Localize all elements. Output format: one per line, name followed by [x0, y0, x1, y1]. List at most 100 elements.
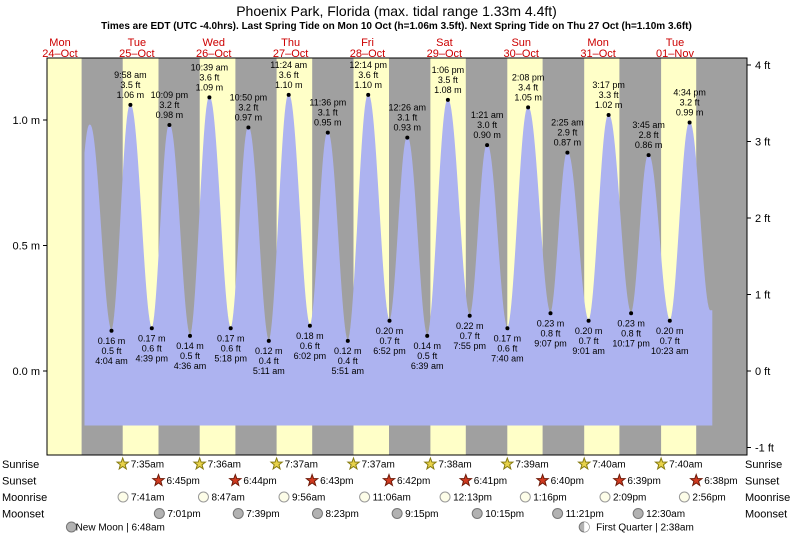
high-tide-label: 0.95 m — [314, 118, 342, 128]
low-tide-marker — [266, 338, 271, 343]
high-tide-label: 11:36 pm — [309, 98, 346, 108]
daylight-band — [47, 58, 82, 455]
page-title: Phoenix Park, Florida (max. tidal range … — [236, 3, 557, 19]
low-tide-label: 5:51 am — [332, 366, 365, 376]
moonrise-icon — [359, 491, 371, 503]
sunrise-time: 7:35am — [131, 460, 164, 471]
moonset-icon — [311, 508, 323, 519]
high-tide-label: 10:09 pm — [151, 90, 189, 100]
low-tide-label: 0.4 ft — [259, 356, 280, 366]
day-label-name: Mon — [49, 37, 70, 49]
low-tide-label: 5:18 pm — [214, 353, 247, 363]
moonset-time: 12:30am — [646, 509, 685, 520]
sunrise-time: 7:39am — [515, 460, 548, 471]
new-moon-icon — [65, 521, 77, 533]
low-tide-label: 0.17 m — [217, 333, 245, 343]
low-tide-label: 9:07 pm — [534, 338, 567, 348]
day-label-date: 26–Oct — [196, 48, 231, 60]
high-tide-label: 3.4 ft — [518, 82, 539, 92]
moonrise-time: 8:47am — [211, 493, 244, 504]
high-tide-label: 11:24 am — [270, 60, 307, 70]
day-label-date: 31–Oct — [580, 48, 615, 60]
low-tide-marker — [228, 326, 233, 331]
y-axis-label-ft: 3 ft — [755, 136, 770, 148]
low-tide-label: 0.20 m — [656, 326, 684, 336]
day-label-name: Sat — [436, 37, 453, 49]
moonrise-icon — [117, 491, 129, 503]
high-tide-marker — [325, 130, 330, 135]
astro-row-label-right-moonrise: Moonrise — [745, 492, 790, 504]
day-label-date: 29–Oct — [427, 48, 462, 60]
astro-row-label-left-sunset: Sunset — [2, 476, 36, 488]
day-label-date: 24–Oct — [42, 48, 77, 60]
high-tide-marker — [246, 125, 251, 130]
high-tide-label: 3.5 ft — [438, 75, 459, 85]
sunset-star-icon — [381, 473, 397, 487]
high-tide-label: 3.1 ft — [318, 108, 339, 118]
low-tide-marker — [505, 326, 510, 331]
astro-row-label-right-sunset: Sunset — [745, 476, 779, 488]
y-axis-label-ft: 2 ft — [755, 213, 770, 225]
low-tide-label: 4:04 am — [95, 356, 128, 366]
low-tide-marker — [667, 318, 672, 323]
high-tide-label: 12:14 pm — [349, 60, 387, 70]
high-tide-marker — [405, 135, 410, 140]
y-axis-label-ft: 4 ft — [755, 60, 770, 72]
astro-row-label-left-moonrise: Moonrise — [2, 492, 47, 504]
day-label-name: Mon — [587, 37, 608, 49]
low-tide-label: 6:02 pm — [294, 351, 327, 361]
high-tide-marker — [167, 123, 172, 127]
low-tide-label: 0.7 ft — [660, 336, 681, 346]
y-axis-label-m: 0.5 m — [12, 241, 40, 253]
moonrise-icon — [439, 491, 451, 503]
moonrise-icon — [197, 491, 209, 503]
high-tide-marker — [526, 105, 531, 110]
day-label-name: Wed — [203, 37, 225, 49]
low-tide-label: 0.5 ft — [180, 351, 201, 361]
high-tide-label: 2:08 pm — [512, 72, 545, 82]
low-tide-label: 0.14 m — [413, 341, 441, 351]
low-tide-label: 10:17 pm — [612, 338, 650, 348]
sunset-time: 6:45pm — [166, 476, 199, 487]
high-tide-label: 1:06 pm — [432, 65, 465, 75]
low-tide-marker — [307, 323, 312, 328]
high-tide-marker — [207, 95, 212, 100]
day-label-date: 30–Oct — [504, 48, 539, 60]
y-axis-label-ft: 1 ft — [755, 289, 770, 301]
low-tide-label: 0.6 ft — [497, 343, 518, 353]
sunrise-time: 7:38am — [438, 460, 471, 471]
high-tide-label: 3.5 ft — [120, 80, 141, 90]
sunset-star-icon — [458, 473, 473, 487]
sunrise-time: 7:40am — [669, 460, 702, 471]
y-axis-label-m: 1.0 m — [12, 115, 40, 127]
sunrise-star-icon — [115, 456, 130, 471]
low-tide-label: 0.6 ft — [142, 343, 163, 353]
sunset-star-icon — [305, 473, 320, 487]
high-tide-label: 3.6 ft — [279, 70, 300, 80]
high-tide-label: 1:21 am — [471, 110, 504, 120]
high-tide-marker — [646, 153, 651, 158]
moonset-icon — [391, 508, 403, 519]
sunset-star-icon — [535, 473, 550, 487]
high-tide-label: 3.1 ft — [397, 113, 418, 123]
high-tide-label: 2.8 ft — [639, 130, 660, 140]
low-tide-marker — [548, 311, 553, 316]
high-tide-label: 0.97 m — [235, 113, 263, 123]
moon-phase-label: First Quarter | 2:38am — [596, 523, 694, 534]
high-tide-label: 1.09 m — [196, 82, 224, 92]
day-label-date: 28–Oct — [350, 48, 385, 60]
sunset-time: 6:42pm — [397, 476, 430, 487]
low-tide-label: 0.7 ft — [460, 331, 481, 341]
y-axis-label-ft: 0 ft — [755, 366, 770, 378]
day-label-date: 25–Oct — [119, 48, 154, 60]
day-label-name: Sun — [511, 37, 531, 49]
y-axis-label-ft: -1 ft — [755, 443, 774, 455]
high-tide-label: 3.6 ft — [199, 72, 220, 82]
moonset-time: 10:15pm — [485, 509, 524, 520]
high-tide-marker — [445, 97, 450, 102]
low-tide-marker — [149, 326, 154, 331]
sunrise-star-icon — [423, 456, 438, 471]
low-tide-marker — [345, 338, 350, 343]
low-tide-label: 0.17 m — [138, 333, 166, 343]
high-tide-marker — [565, 150, 570, 155]
